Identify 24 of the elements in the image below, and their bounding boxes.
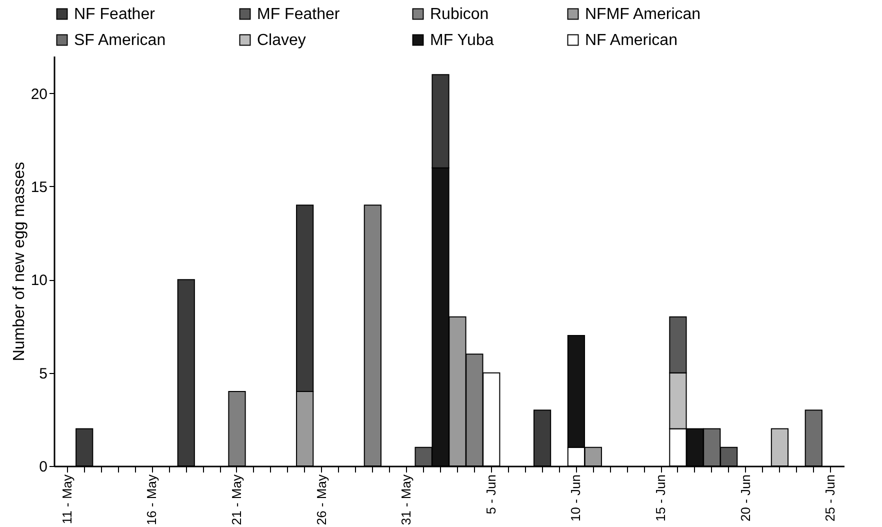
- x-tick-label: 10 - Jun: [568, 474, 584, 522]
- legend-label: NFMF American: [585, 6, 701, 23]
- y-axis-title: Number of new egg masses: [10, 162, 28, 362]
- y-tick-label: 15: [30, 178, 48, 196]
- x-tick-label: 16 - May: [144, 474, 160, 526]
- legend-label: MF Yuba: [430, 32, 494, 49]
- x-tick-label: 31 - May: [398, 474, 414, 526]
- x-tick-label: 5 - Jun: [483, 474, 498, 514]
- x-tick-label: 25 - Jun: [822, 474, 838, 522]
- x-tick-label: 21 - May: [229, 474, 244, 526]
- y-tick-label: 10: [30, 272, 48, 290]
- legend-label: NF American: [585, 32, 678, 49]
- x-tick-label: 15 - Jun: [653, 474, 668, 522]
- x-tick-label: 11 - May: [59, 474, 74, 524]
- x-tick-label: 20 - Jun: [738, 474, 753, 522]
- legend-label: NF Feather: [74, 6, 156, 23]
- y-tick-label: 20: [30, 86, 48, 103]
- x-tick-label: 26 - May: [314, 474, 329, 526]
- legend-label: MF Feather: [257, 6, 340, 23]
- y-tick-label: 5: [39, 365, 48, 382]
- legend-label: Rubicon: [430, 6, 489, 23]
- y-tick-label: 0: [39, 458, 48, 476]
- legend-label: Clavey: [257, 32, 306, 49]
- legend-label: SF American: [74, 32, 166, 49]
